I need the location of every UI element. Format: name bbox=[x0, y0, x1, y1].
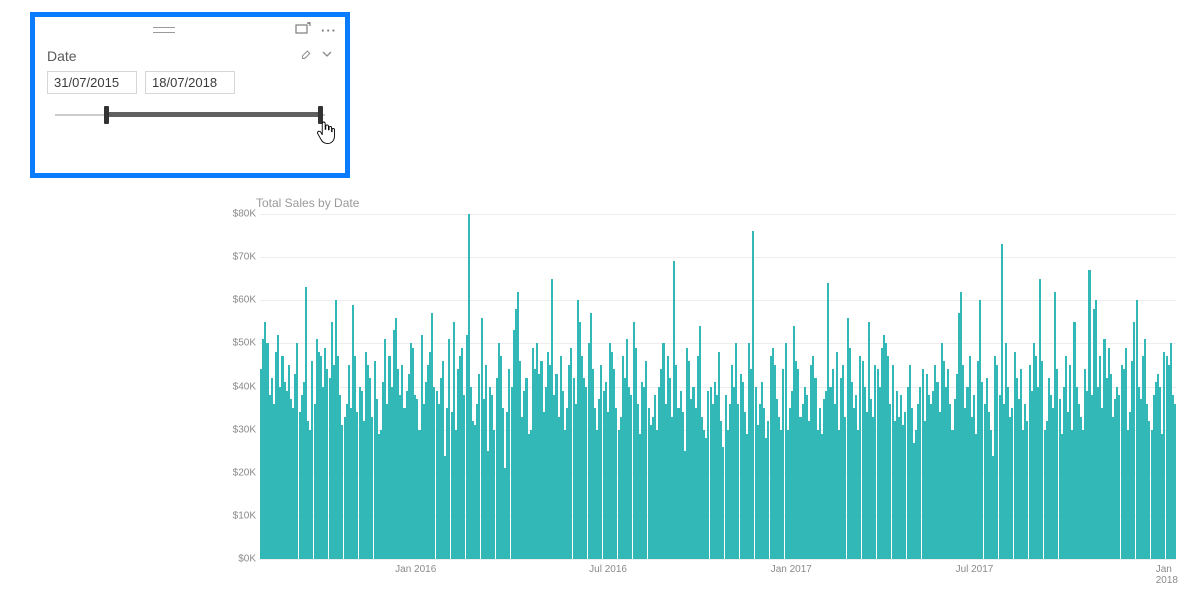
hand-cursor-icon bbox=[314, 120, 336, 146]
drag-handle-icon[interactable] bbox=[43, 27, 285, 33]
chevron-down-icon[interactable] bbox=[321, 47, 333, 65]
focus-mode-icon[interactable] bbox=[295, 22, 311, 38]
x-tick-label: Jan 2018 bbox=[1156, 564, 1178, 586]
sales-bar-chart[interactable]: Total Sales by Date $0K $10K $20K $30K $40K $… bbox=[216, 196, 1176, 586]
y-tick-label: $20K bbox=[233, 467, 256, 478]
clear-selections-icon[interactable] bbox=[300, 47, 313, 65]
chart-title: Total Sales by Date bbox=[216, 196, 1176, 210]
slicer-title: Date bbox=[47, 48, 77, 64]
visual-header: ··· bbox=[35, 17, 345, 43]
slider-thumb-start[interactable] bbox=[104, 106, 109, 124]
y-tick-label: $70K bbox=[233, 252, 256, 263]
x-tick-label: Jan 2017 bbox=[771, 564, 812, 575]
y-tick-label: $50K bbox=[233, 338, 256, 349]
y-axis: $0K$10K$20K$30K$40K$50K$60K$70K$80K bbox=[216, 214, 260, 559]
slider-track bbox=[106, 112, 319, 117]
x-tick-label: Jul 2016 bbox=[589, 564, 627, 575]
y-tick-label: $80K bbox=[233, 209, 256, 220]
range-slider[interactable] bbox=[35, 100, 345, 150]
start-date-input[interactable] bbox=[47, 71, 137, 94]
y-tick-label: $60K bbox=[233, 295, 256, 306]
y-tick-label: $30K bbox=[233, 424, 256, 435]
x-axis: Jan 2016Jul 2016Jan 2017Jul 2017Jan 2018 bbox=[260, 564, 1176, 580]
x-tick-label: Jan 2016 bbox=[395, 564, 436, 575]
y-tick-label: $0K bbox=[238, 554, 256, 565]
end-date-input[interactable] bbox=[145, 71, 235, 94]
more-options-icon[interactable]: ··· bbox=[321, 23, 337, 38]
x-tick-label: Jul 2017 bbox=[956, 564, 994, 575]
date-slicer-visual[interactable]: ··· Date bbox=[30, 12, 350, 178]
chart-canvas: $0K$10K$20K$30K$40K$50K$60K$70K$80K Jan … bbox=[216, 214, 1176, 579]
y-tick-label: $40K bbox=[233, 381, 256, 392]
grid-line bbox=[260, 559, 1176, 560]
date-inputs bbox=[35, 69, 345, 100]
plot-area bbox=[260, 214, 1176, 559]
y-tick-label: $10K bbox=[233, 510, 256, 521]
slicer-title-row: Date bbox=[35, 43, 345, 69]
